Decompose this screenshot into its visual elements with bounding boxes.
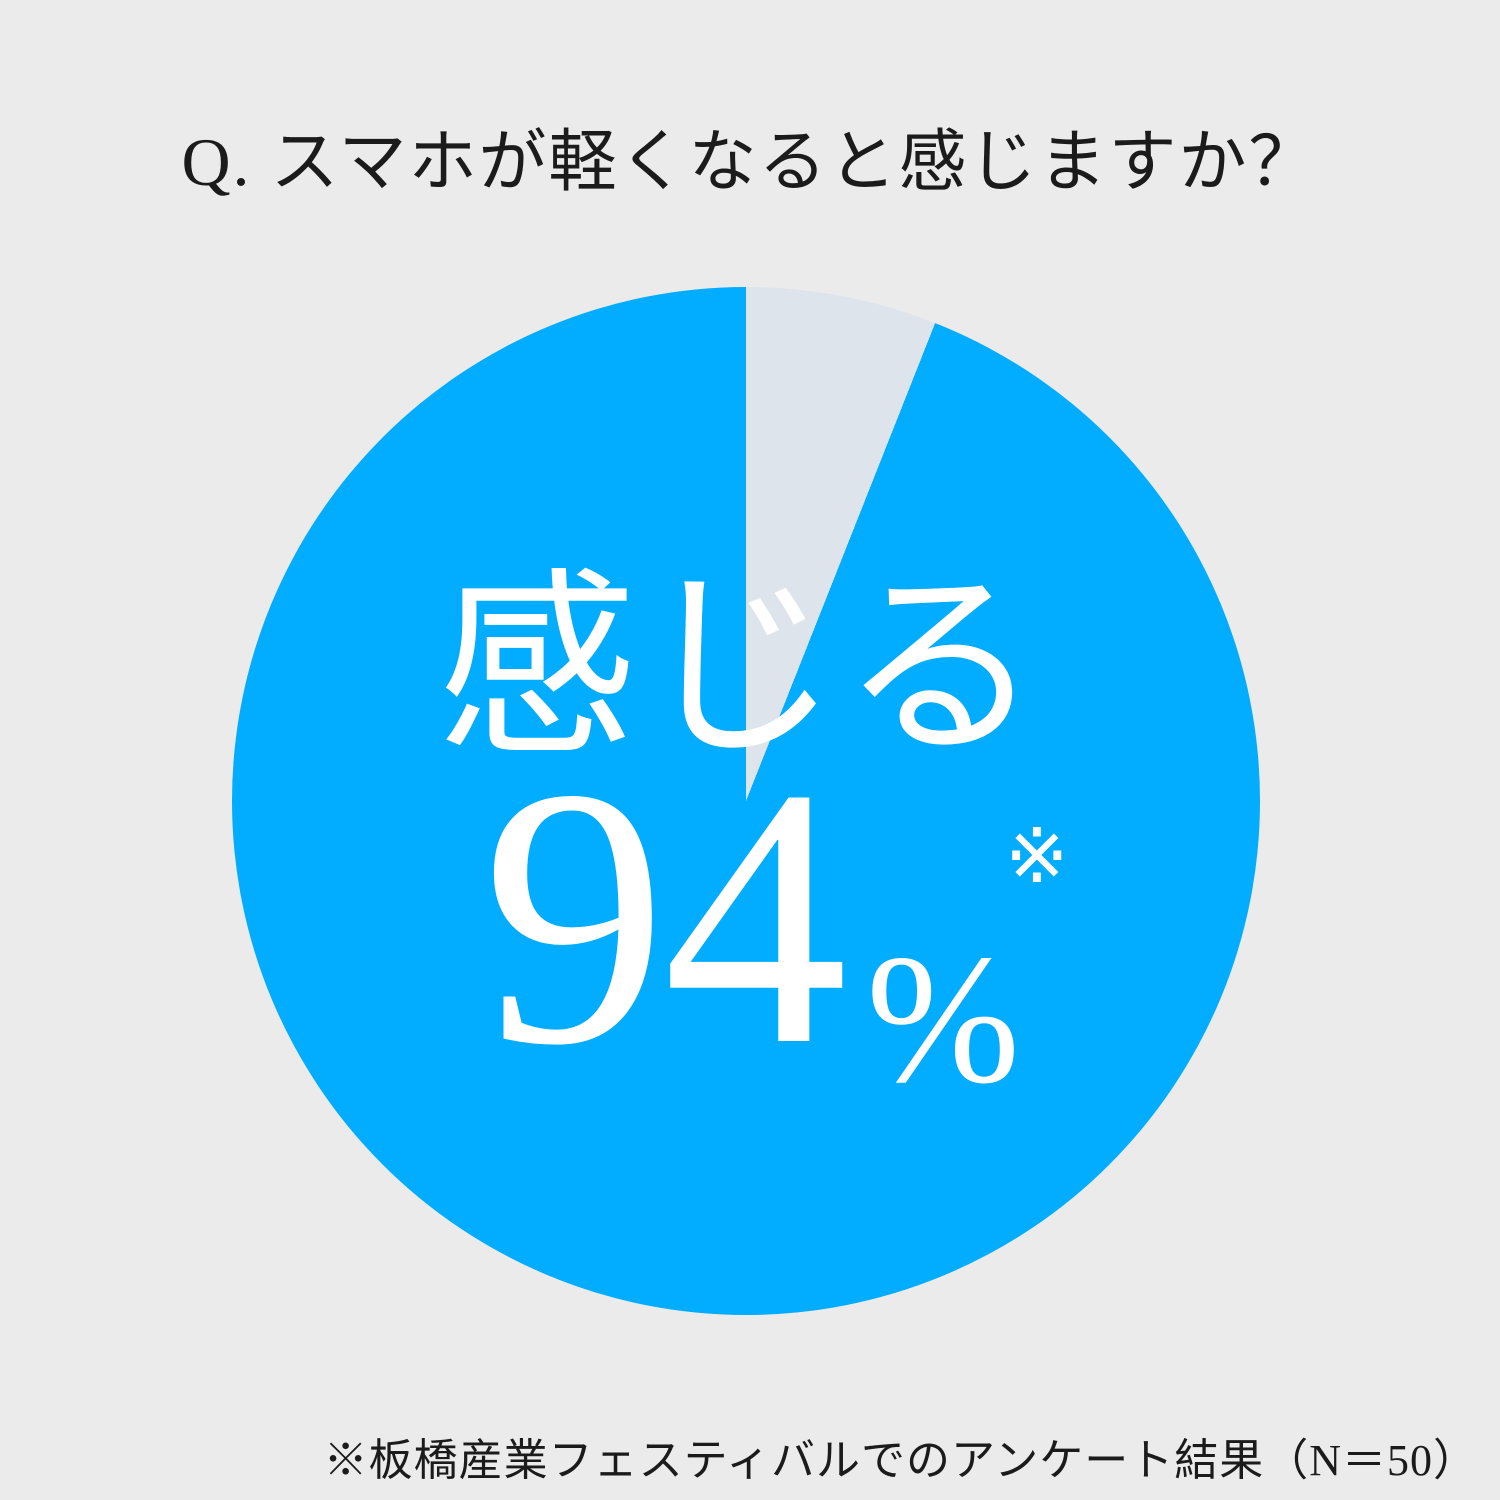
pie-chart: 感じる 94 % ※	[232, 287, 1260, 1315]
pie-slice-label: 感じる	[436, 559, 1043, 780]
question-title: Q. スマホが軽くなると感じますか？	[181, 124, 1319, 200]
pie-value: 94 %	[482, 712, 1020, 1122]
footnote: ※板橋産業フェスティバルでのアンケート結果（N＝50）	[323, 1436, 1478, 1485]
percent-sign: %	[866, 917, 1021, 1122]
footnote-reference-mark: ※	[1005, 815, 1069, 899]
pie-value-number: 94	[482, 712, 848, 1122]
